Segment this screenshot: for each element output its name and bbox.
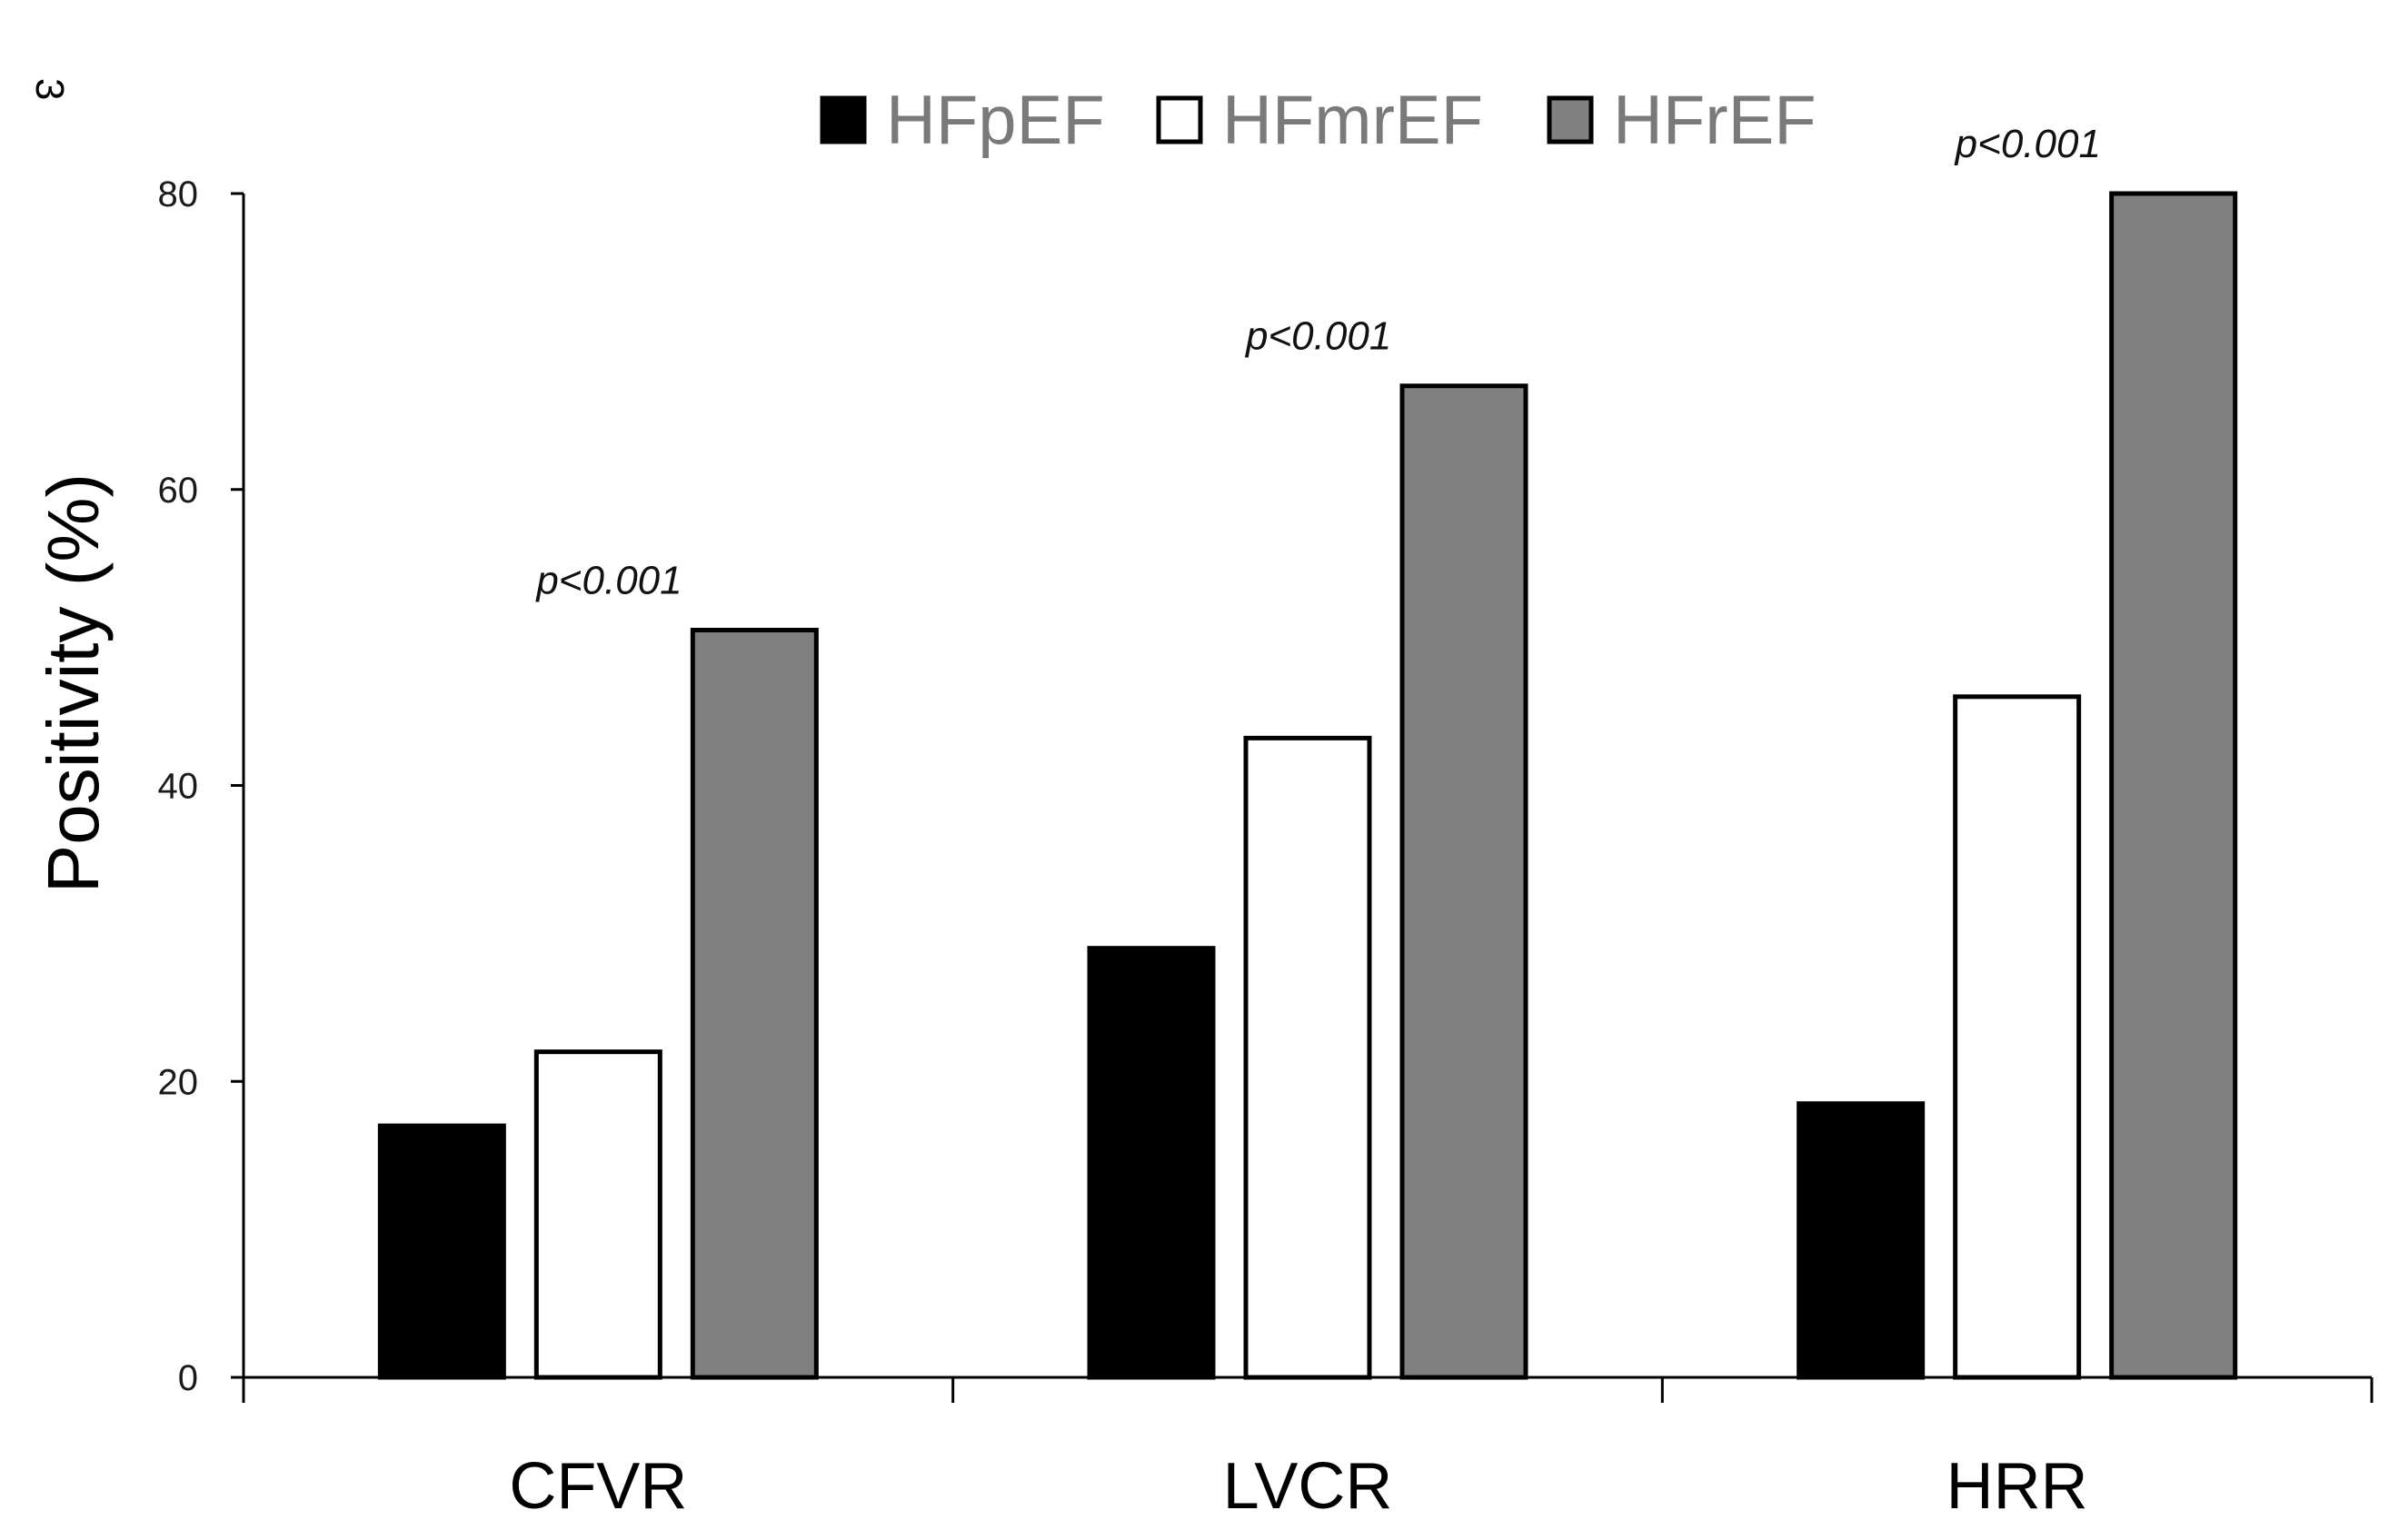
bar-hfmref-lvcr <box>1243 735 1372 1380</box>
bar-hfpef-lvcr <box>1087 946 1216 1380</box>
legend: HFpEF HFmrEF HFrEF <box>820 82 1817 159</box>
legend-swatch <box>820 95 867 144</box>
x-axis: CFVR LVCR HRR <box>242 1376 2374 1523</box>
bar-hfref-cfvr <box>690 627 819 1380</box>
y-tick-label: 20 <box>158 1062 199 1102</box>
bars <box>377 191 2238 1380</box>
corner-mark: 3 <box>27 78 72 100</box>
annotations: p<0.001 p<0.001 p<0.001 <box>534 122 2101 602</box>
bar-hfref-hrr <box>2109 191 2238 1380</box>
y-axis-label: Positivity (%) <box>33 473 114 893</box>
bar-hfpef-cfvr <box>377 1123 506 1380</box>
x-tick-label: LVCR <box>1223 1450 1393 1523</box>
p-value-annotation: p<0.001 <box>1954 122 2101 166</box>
y-tick-label: 0 <box>178 1358 198 1398</box>
bar-hfref-lvcr <box>1399 383 1528 1380</box>
legend-swatch <box>1547 95 1594 144</box>
x-tick-label: HRR <box>1946 1450 2088 1523</box>
legend-item-hfmref: HFmrEF <box>1156 82 1483 159</box>
legend-label: HFrEF <box>1613 82 1817 159</box>
y-tick-label: 60 <box>158 471 199 511</box>
legend-label: HFmrEF <box>1222 82 1483 159</box>
legend-item-hfpef: HFpEF <box>820 82 1105 159</box>
y-tick-label: 80 <box>158 174 199 214</box>
bar-hfpef-hrr <box>1797 1101 1926 1380</box>
p-value-annotation: p<0.001 <box>534 558 682 602</box>
x-tick-label: CFVR <box>509 1450 687 1523</box>
bar-hfmref-hrr <box>1953 694 2082 1380</box>
p-value-annotation: p<0.001 <box>1244 314 1391 359</box>
legend-label: HFpEF <box>886 82 1105 159</box>
y-tick-label: 40 <box>158 767 199 807</box>
legend-swatch <box>1156 95 1203 144</box>
y-axis: 0 20 40 60 80 <box>158 174 245 1398</box>
bar-hfmref-cfvr <box>533 1049 662 1380</box>
legend-item-hfref: HFrEF <box>1547 82 1817 159</box>
